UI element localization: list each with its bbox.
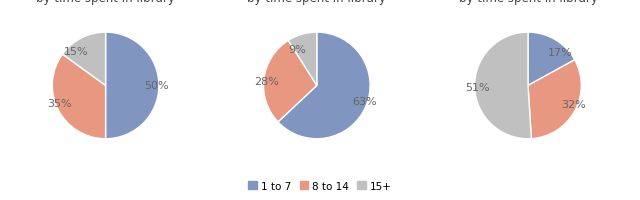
- Legend: 1 to 7, 8 to 14, 15+: 1 to 7, 8 to 14, 15+: [246, 179, 394, 193]
- Text: 17%: 17%: [548, 48, 572, 58]
- Wedge shape: [106, 33, 159, 139]
- Wedge shape: [278, 33, 370, 139]
- Text: 15%: 15%: [63, 47, 88, 57]
- Wedge shape: [528, 33, 575, 86]
- Text: 28%: 28%: [254, 76, 279, 86]
- Title: Proportion of postgraduates
by time spent in library: Proportion of postgraduates by time spen…: [445, 0, 611, 5]
- Wedge shape: [264, 41, 317, 122]
- Text: 35%: 35%: [47, 98, 72, 108]
- Wedge shape: [288, 33, 317, 86]
- Wedge shape: [63, 33, 106, 86]
- Text: 51%: 51%: [465, 82, 490, 92]
- Wedge shape: [528, 60, 581, 139]
- Wedge shape: [52, 55, 106, 139]
- Text: 63%: 63%: [352, 96, 377, 106]
- Title: Proportion of undergraduates
by time spent in library: Proportion of undergraduates by time spe…: [230, 0, 404, 5]
- Wedge shape: [475, 33, 531, 139]
- Text: 50%: 50%: [144, 81, 168, 91]
- Text: 9%: 9%: [289, 44, 306, 54]
- Title: Proportion of all students
by time spent in library: Proportion of all students by time spent…: [31, 0, 180, 5]
- Text: 32%: 32%: [562, 99, 586, 109]
